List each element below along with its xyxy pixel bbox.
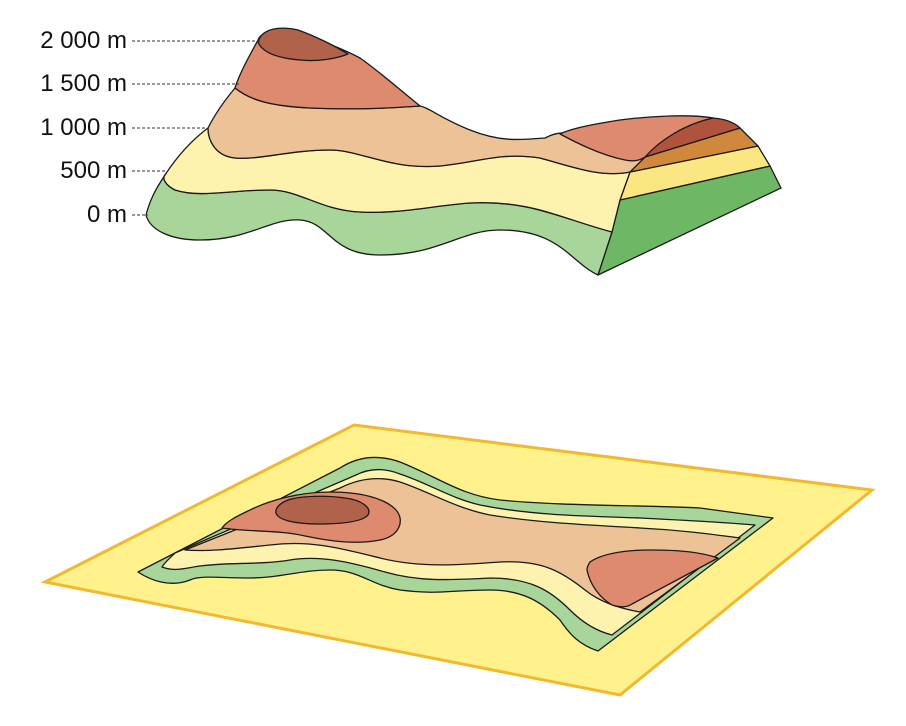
elevation-label-2000: 2 000 m — [40, 27, 127, 54]
terrain-summit — [257, 27, 349, 62]
elevation-scale: 2 000 m 1 500 m 1 000 m 500 m 0 m — [40, 27, 262, 228]
elevation-label-0: 0 m — [87, 201, 127, 228]
elevation-label-500: 500 m — [60, 157, 127, 184]
map-paper-border — [40, 423, 876, 697]
map-summit — [275, 495, 370, 525]
terrain-block — [145, 27, 782, 276]
elevation-label-1000: 1 000 m — [40, 114, 127, 141]
map-ridge-band-1500-2000 — [586, 549, 719, 608]
terrain-ridge-band-1500-2000 — [559, 115, 714, 162]
contour-map — [40, 423, 876, 697]
elevation-label-1500: 1 500 m — [40, 70, 127, 97]
